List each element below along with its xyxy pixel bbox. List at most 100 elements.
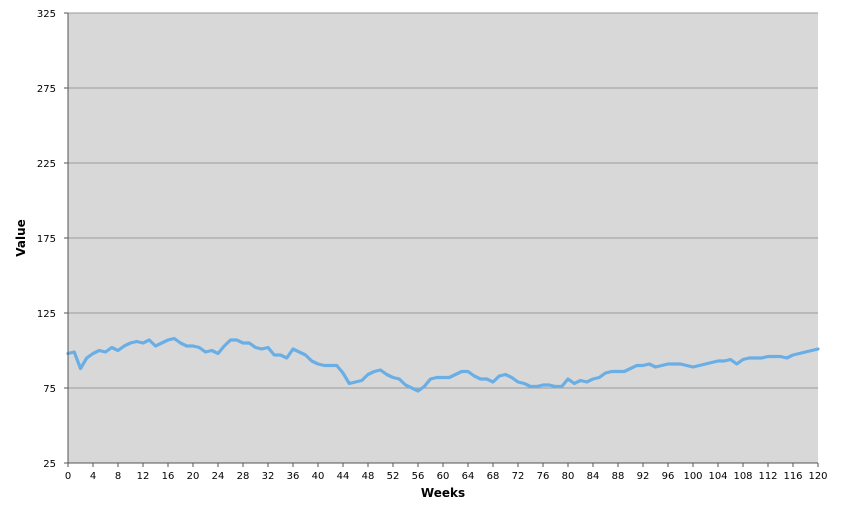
data-point (429, 378, 432, 380)
x-tick-label-32: 32 (262, 471, 275, 482)
data-point (342, 372, 344, 374)
data-point (185, 345, 188, 347)
data-point (460, 370, 463, 373)
x-tick-label-88: 88 (612, 471, 625, 482)
data-point (717, 360, 719, 362)
data-point (767, 355, 769, 358)
x-tick-label-104: 104 (708, 471, 727, 482)
data-point (629, 367, 632, 370)
data-point (573, 382, 576, 385)
y-tick-label-25: 25 (43, 459, 56, 470)
x-tick-label-112: 112 (758, 471, 777, 482)
data-point (617, 370, 619, 373)
x-tick-label-40: 40 (312, 471, 325, 482)
data-point (348, 382, 351, 385)
data-point (204, 351, 207, 353)
data-point (742, 358, 744, 361)
x-tick-label-100: 100 (683, 471, 702, 482)
data-point (748, 357, 751, 359)
data-point (223, 345, 226, 347)
data-point (417, 390, 419, 392)
x-tick-label-84: 84 (587, 471, 600, 482)
data-point (604, 372, 607, 374)
data-point (298, 351, 301, 353)
x-tick-label-44: 44 (337, 471, 350, 482)
data-point (329, 364, 332, 367)
data-point (267, 346, 269, 349)
x-axis-title: Weeks (421, 486, 465, 500)
data-point (504, 373, 507, 376)
data-point (217, 352, 219, 355)
data-point (198, 346, 201, 349)
data-point (773, 355, 776, 358)
y-tick-label-225: 225 (37, 159, 56, 170)
data-point (248, 342, 251, 344)
x-tick-label-4: 4 (90, 471, 96, 482)
data-point (354, 381, 357, 383)
data-point (317, 363, 319, 365)
x-tick-label-108: 108 (733, 471, 752, 482)
data-point (810, 349, 813, 352)
data-point (279, 354, 282, 356)
y-tick-label-75: 75 (43, 384, 56, 395)
x-tick-label-64: 64 (462, 471, 475, 482)
data-point (798, 352, 801, 355)
data-point (673, 363, 676, 365)
data-point (710, 361, 713, 364)
data-point (304, 354, 307, 356)
data-point (554, 385, 557, 388)
data-point (254, 346, 257, 349)
x-tick-label-0: 0 (65, 471, 71, 482)
data-point (723, 360, 726, 362)
data-point (735, 363, 738, 365)
y-tick-label-325: 325 (37, 9, 56, 20)
data-point (385, 373, 388, 376)
x-tick-label-72: 72 (512, 471, 525, 482)
data-point (173, 337, 176, 340)
x-tick-label-96: 96 (662, 471, 675, 482)
data-point (273, 354, 276, 356)
data-point (379, 369, 382, 371)
data-point (210, 349, 213, 352)
y-tick-label-125: 125 (37, 309, 56, 320)
data-point (792, 354, 794, 356)
data-point (648, 363, 651, 365)
data-point (660, 364, 663, 367)
y-tick-label-175: 175 (37, 234, 56, 245)
data-point (260, 348, 263, 350)
data-point (442, 376, 444, 379)
x-tick-label-116: 116 (783, 471, 802, 482)
data-point (560, 385, 563, 388)
y-axis-title: Value (14, 219, 28, 257)
data-point (692, 366, 694, 368)
x-tick-label-24: 24 (212, 471, 225, 482)
data-point (760, 357, 763, 359)
data-point (135, 340, 138, 343)
data-point (367, 373, 369, 376)
data-point (654, 366, 657, 368)
data-point (435, 376, 438, 379)
data-point (642, 364, 644, 367)
x-tick-label-60: 60 (437, 471, 450, 482)
data-point (473, 375, 476, 377)
x-tick-label-52: 52 (387, 471, 400, 482)
x-tick-label-92: 92 (637, 471, 650, 482)
y-tick-label-275: 275 (37, 84, 56, 95)
data-point (585, 381, 588, 383)
data-point (110, 346, 113, 349)
data-point (310, 360, 313, 362)
data-point (667, 363, 669, 365)
data-point (373, 370, 376, 373)
x-tick-label-36: 36 (287, 471, 300, 482)
data-point (779, 355, 782, 358)
x-tick-label-76: 76 (537, 471, 550, 482)
data-point (404, 384, 407, 386)
data-point (510, 376, 513, 379)
data-point (567, 378, 569, 380)
data-point (129, 342, 132, 344)
series-points-0 (67, 337, 819, 392)
data-point (492, 381, 494, 383)
data-point (579, 379, 582, 382)
data-point (235, 339, 238, 341)
